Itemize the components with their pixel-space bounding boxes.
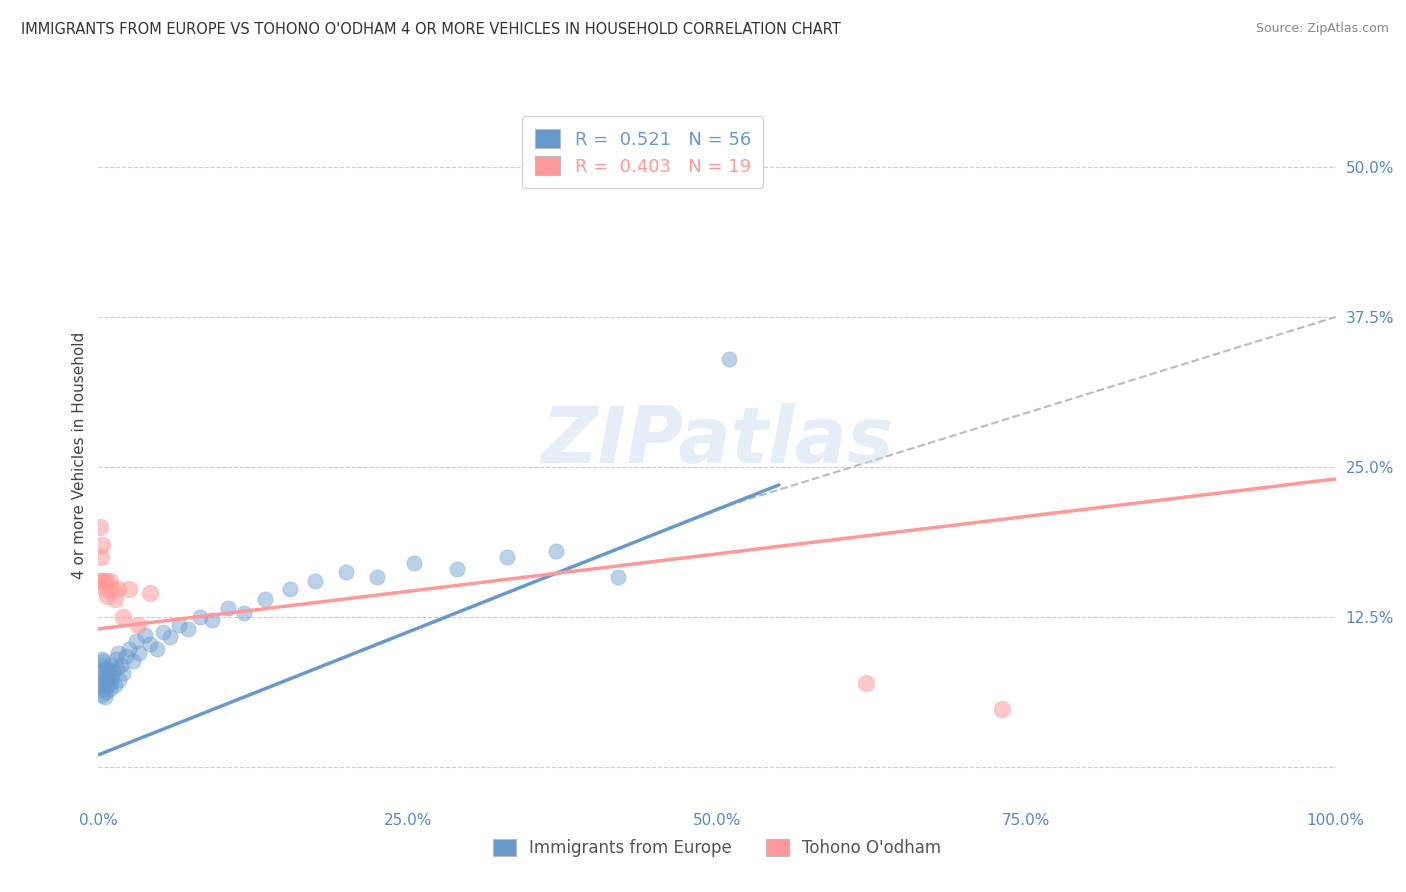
Point xyxy=(176,622,198,636)
Point xyxy=(93,670,115,684)
Point xyxy=(96,678,118,692)
Point xyxy=(94,574,117,588)
Point xyxy=(278,582,301,597)
Point xyxy=(366,570,388,584)
Point xyxy=(167,618,190,632)
Y-axis label: 4 or more Vehicles in Household: 4 or more Vehicles in Household xyxy=(72,331,87,579)
Point xyxy=(91,538,114,552)
Point xyxy=(201,614,224,628)
Point xyxy=(96,590,118,604)
Point xyxy=(93,681,115,696)
Point xyxy=(718,351,741,366)
Point xyxy=(139,586,162,600)
Point xyxy=(91,652,114,666)
Point xyxy=(254,591,277,606)
Point xyxy=(124,633,146,648)
Point xyxy=(114,649,136,664)
Point xyxy=(990,702,1012,716)
Point xyxy=(94,661,117,675)
Point xyxy=(546,544,568,558)
Point xyxy=(118,642,141,657)
Point xyxy=(90,678,112,692)
Point xyxy=(96,666,118,681)
Point xyxy=(97,664,120,678)
Point xyxy=(152,625,174,640)
Point xyxy=(159,630,181,644)
Point xyxy=(446,562,468,576)
Point xyxy=(103,664,125,678)
Point xyxy=(402,556,425,570)
Point xyxy=(105,661,128,675)
Point xyxy=(98,574,121,588)
Point xyxy=(145,642,167,657)
Point xyxy=(89,676,111,690)
Point xyxy=(101,670,124,684)
Point xyxy=(233,607,256,621)
Point xyxy=(97,673,120,688)
Point xyxy=(89,574,111,588)
Point xyxy=(110,657,132,672)
Point xyxy=(91,688,114,702)
Point xyxy=(104,652,127,666)
Point xyxy=(122,654,145,668)
Point xyxy=(93,574,115,588)
Point xyxy=(107,646,129,660)
Point xyxy=(89,664,111,678)
Point xyxy=(89,520,111,534)
Point xyxy=(118,582,141,597)
Point xyxy=(91,673,114,688)
Point xyxy=(217,601,239,615)
Point xyxy=(495,549,517,564)
Point xyxy=(188,610,211,624)
Point xyxy=(94,685,117,699)
Point xyxy=(607,570,630,584)
Point xyxy=(90,549,112,564)
Point xyxy=(127,618,149,632)
Point xyxy=(335,566,357,580)
Point xyxy=(90,657,112,672)
Point xyxy=(93,582,115,597)
Text: Source: ZipAtlas.com: Source: ZipAtlas.com xyxy=(1256,22,1389,36)
Point xyxy=(93,654,115,668)
Point xyxy=(100,676,122,690)
Legend: Immigrants from Europe, Tohono O'odham: Immigrants from Europe, Tohono O'odham xyxy=(486,832,948,864)
Point xyxy=(91,574,114,588)
Point xyxy=(855,676,877,690)
Point xyxy=(107,582,129,597)
Point xyxy=(112,666,135,681)
Point xyxy=(108,673,131,688)
Point xyxy=(101,582,124,597)
Point xyxy=(304,574,326,588)
Point xyxy=(100,657,122,672)
Point xyxy=(98,681,121,696)
Point xyxy=(134,628,156,642)
Point xyxy=(112,610,135,624)
Point xyxy=(93,690,115,705)
Text: IMMIGRANTS FROM EUROPE VS TOHONO O'ODHAM 4 OR MORE VEHICLES IN HOUSEHOLD CORRELA: IMMIGRANTS FROM EUROPE VS TOHONO O'ODHAM… xyxy=(21,22,841,37)
Text: ZIPatlas: ZIPatlas xyxy=(541,403,893,479)
Point xyxy=(139,637,162,651)
Point xyxy=(128,646,150,660)
Point xyxy=(103,678,125,692)
Point xyxy=(103,591,125,606)
